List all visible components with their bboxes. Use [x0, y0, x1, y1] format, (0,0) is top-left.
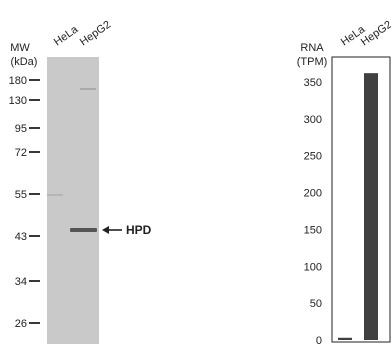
rna-ytick-350: 350: [304, 77, 322, 89]
mw-header-line2: (kDa): [11, 56, 38, 68]
marker-ladder: 180 130 95 72 55 43 34 26: [9, 75, 40, 330]
hpd-band: [70, 228, 97, 232]
marker-label-26: 26: [15, 318, 27, 330]
rna-ylabel-line1: RNA: [300, 42, 324, 54]
blot-membrane: [47, 57, 99, 344]
nonspecific-band-130: [80, 88, 96, 90]
rna-ytick-50: 50: [310, 298, 322, 310]
mw-header-line1: MW: [10, 42, 30, 54]
rna-ytick-150: 150: [304, 224, 322, 236]
rna-plot-frame: [331, 56, 391, 343]
marker-label-72: 72: [15, 147, 27, 159]
rna-ytick-250: 250: [304, 151, 322, 163]
marker-label-180: 180: [9, 75, 27, 87]
rna-ylabel-line2: (TPM): [297, 56, 328, 68]
rna-bar-hela: [338, 337, 352, 340]
band-label-hpd: HPD: [126, 223, 152, 237]
marker-label-43: 43: [15, 231, 27, 243]
rna-bar-hepg2: [364, 73, 378, 340]
marker-band-faint: [47, 194, 63, 196]
rna-ytick-0: 0: [316, 335, 322, 344]
rna-ytick-300: 300: [304, 114, 322, 126]
marker-label-95: 95: [15, 123, 27, 135]
marker-label-34: 34: [15, 276, 27, 288]
lane-label-hepg2: HepG2: [78, 19, 113, 49]
marker-label-130: 130: [9, 95, 27, 107]
rna-ytick-100: 100: [304, 261, 322, 273]
marker-label-55: 55: [15, 189, 27, 201]
hpd-arrow-icon: [102, 226, 122, 234]
rna-ytick-200: 200: [304, 188, 322, 200]
lane-label-hela: HeLa: [52, 23, 81, 48]
